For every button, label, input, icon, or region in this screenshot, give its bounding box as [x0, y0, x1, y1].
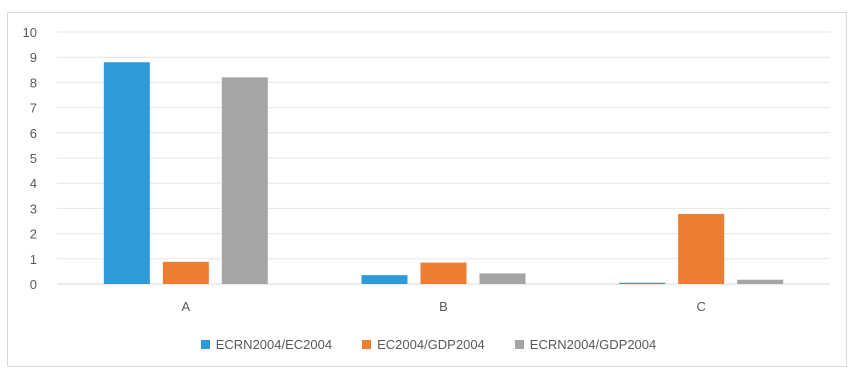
bar-c-series-2 [678, 213, 725, 284]
bar-b-series-3 [479, 273, 526, 284]
y-tick-label: 4 [30, 176, 37, 191]
legend-swatch [362, 340, 372, 349]
y-tick-label: 5 [30, 151, 37, 166]
y-tick-label: 7 [30, 101, 37, 116]
legend-label: EC2004/GDP2004 [377, 337, 485, 352]
legend-label: ECRN2004/GDP2004 [529, 337, 657, 352]
y-tick-label: 9 [30, 50, 37, 65]
legend-swatch [200, 340, 210, 349]
y-tick-label: 1 [30, 252, 37, 267]
y-tick-label: 0 [30, 277, 37, 292]
bar-a-series-2 [162, 261, 209, 284]
bar-c-series-1 [619, 282, 666, 284]
legend-item: EC2004/GDP2004 [362, 337, 485, 352]
bar-b-series-1 [361, 275, 408, 284]
legend-label: ECRN2004/EC2004 [215, 337, 333, 352]
y-tick-label: 6 [30, 126, 37, 141]
x-tick-label: C [696, 299, 705, 314]
legend: ECRN2004/EC2004 EC2004/GDP2004 ECRN2004/GD… [0, 337, 857, 352]
x-tick-label: B [439, 299, 448, 314]
y-tick-label: 10 [23, 25, 37, 40]
bar-a-series-1 [103, 62, 150, 284]
legend-item: ECRN2004/EC2004 [200, 337, 333, 352]
bar-b-series-2 [420, 262, 467, 284]
y-tick-label: 2 [30, 227, 37, 242]
y-tick-label: 3 [30, 201, 37, 216]
legend-item: ECRN2004/GDP2004 [514, 337, 657, 352]
y-tick-label: 8 [30, 75, 37, 90]
x-tick-label: A [181, 299, 190, 314]
bar-c-series-3 [737, 279, 784, 284]
legend-swatch [514, 340, 524, 349]
bar-a-series-3 [221, 77, 268, 284]
